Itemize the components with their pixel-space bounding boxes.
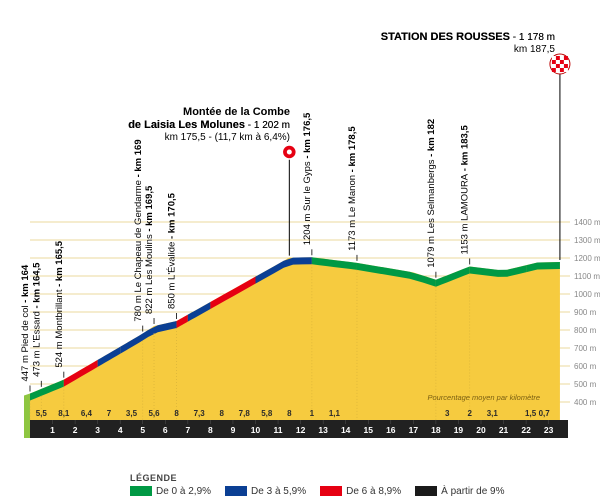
svg-text:447 m Pied de col - km 164: 447 m Pied de col - km 164 (20, 264, 31, 381)
summit-title: STATION DES ROUSSES - 1 178 m (381, 31, 555, 43)
point-label: 1153 m LAMOURA - km 183,5 (460, 125, 471, 255)
km-tick: 1 (50, 425, 55, 435)
summit-sub: km 187,5 (514, 44, 556, 55)
legend-item: De 0 à 2,9% (130, 486, 211, 497)
gradient-label: 8 (174, 409, 179, 418)
point-label: 780 m Le Chapeau de Gendarme - km 169 (133, 139, 144, 321)
svg-text:1000 m: 1000 m (574, 290, 600, 299)
svg-text:1300 m: 1300 m (574, 236, 600, 245)
gradient-label: 5,8 (261, 409, 273, 418)
legend-title: LÉGENDE (130, 473, 505, 483)
svg-text:1100 m: 1100 m (574, 272, 600, 281)
point-label: 524 m Montbrillant - km 165,5 (54, 240, 65, 367)
km-tick: 19 (454, 425, 464, 435)
km-tick: 9 (231, 425, 236, 435)
km-tick: 4 (118, 425, 123, 435)
km-tick: 6 (163, 425, 168, 435)
gradient-label: 7,3 (194, 409, 206, 418)
km-tick: 17 (409, 425, 419, 435)
legend-item: À partir de 9% (415, 486, 504, 497)
elevation-profile-chart: 400 m500 m600 m700 m800 m900 m1000 m1100… (0, 0, 600, 470)
svg-text:524 m Montbrillant - km 165,5: 524 m Montbrillant - km 165,5 (54, 240, 65, 367)
km-tick: 8 (208, 425, 213, 435)
km-tick: 3 (95, 425, 100, 435)
svg-text:780 m Le Chapeau de Gendarme -: 780 m Le Chapeau de Gendarme - km 169 (133, 139, 144, 321)
point-label: 850 m L'Évalide - km 170,5 (167, 192, 178, 309)
km-tick: 23 (544, 425, 554, 435)
summit-sub: km 175,5 - (11,7 km à 6,4%) (165, 132, 290, 143)
km-tick: 11 (274, 425, 283, 435)
gradient-label: 1,5 (525, 409, 537, 418)
svg-text:1400 m: 1400 m (574, 218, 600, 227)
svg-text:800 m: 800 m (574, 326, 597, 335)
gradient-label: 3,5 (126, 409, 138, 418)
svg-text:500 m: 500 m (574, 380, 597, 389)
gradient-label: 2 (467, 409, 472, 418)
gradient-label: 3,1 (487, 409, 499, 418)
gradient-label: 5,5 (36, 409, 48, 418)
km-tick: 12 (296, 425, 306, 435)
km-tick: 7 (185, 425, 190, 435)
svg-text:400 m: 400 m (574, 398, 597, 407)
point-label: 1079 m Les Selmanbergs - km 182 (426, 119, 437, 268)
km-tick: 10 (251, 425, 261, 435)
km-tick: 16 (386, 425, 396, 435)
svg-text:900 m: 900 m (574, 308, 597, 317)
gradient-label: 8 (219, 409, 224, 418)
km-tick: 13 (318, 425, 328, 435)
gradient-label: 3 (445, 409, 450, 418)
gradient-label: 5,6 (148, 409, 160, 418)
gradient-label: 7 (107, 409, 112, 418)
gradient-label: 1,1 (329, 409, 341, 418)
svg-text:600 m: 600 m (574, 362, 597, 371)
summit-title: Montée de la Combe (183, 106, 290, 118)
gradient-label: 0,7 (539, 409, 551, 418)
svg-text:850 m L'Évalide - km 170,5: 850 m L'Évalide - km 170,5 (167, 192, 178, 309)
svg-text:1153 m LAMOURA - km 183,5: 1153 m LAMOURA - km 183,5 (460, 125, 471, 255)
svg-text:1204 m Sur le Gyps - km 176,5: 1204 m Sur le Gyps - km 176,5 (302, 112, 313, 245)
legend-item: De 6 à 8,9% (320, 486, 401, 497)
legend-item: De 3 à 5,9% (225, 486, 306, 497)
svg-text:822 m Les Moulins - km 169,5: 822 m Les Moulins - km 169,5 (144, 185, 155, 314)
svg-text:1079 m Les Selmanbergs - km 18: 1079 m Les Selmanbergs - km 182 (426, 119, 437, 268)
gradient-label: 1 (310, 409, 315, 418)
svg-text:700 m: 700 m (574, 344, 597, 353)
svg-text:1200 m: 1200 m (574, 254, 600, 263)
point-label: 473 m L'Essard - km 164,5 (31, 262, 42, 377)
legend: LÉGENDE De 0 à 2,9% De 3 à 5,9% De 6 à 8,9… (130, 473, 505, 497)
svg-text:1173 m Le Manon - km 178,5: 1173 m Le Manon - km 178,5 (347, 126, 358, 251)
summit-title: de Laisia Les Molunes - 1 202 m (128, 119, 290, 131)
km-tick: 20 (476, 425, 486, 435)
gradient-label: 7,8 (239, 409, 251, 418)
km-tick: 15 (364, 425, 374, 435)
km-tick: 22 (521, 425, 531, 435)
km-tick: 5 (140, 425, 145, 435)
point-label: 1173 m Le Manon - km 178,5 (347, 126, 358, 251)
km-tick: 18 (431, 425, 441, 435)
km-tick: 14 (341, 425, 351, 435)
gradient-label: 8 (287, 409, 292, 418)
point-label: 1204 m Sur le Gyps - km 176,5 (302, 112, 313, 245)
svg-text:473 m L'Essard - km 164,5: 473 m L'Essard - km 164,5 (31, 262, 42, 377)
km-tick: 21 (499, 425, 509, 435)
point-label: 447 m Pied de col - km 164 (20, 264, 31, 381)
km-tick: 2 (73, 425, 78, 435)
footer-note: Pourcentage moyen par kilomètre (427, 393, 540, 402)
point-label: 822 m Les Moulins - km 169,5 (144, 185, 155, 314)
gradient-label: 6,4 (81, 409, 93, 418)
gradient-label: 8,1 (58, 409, 70, 418)
